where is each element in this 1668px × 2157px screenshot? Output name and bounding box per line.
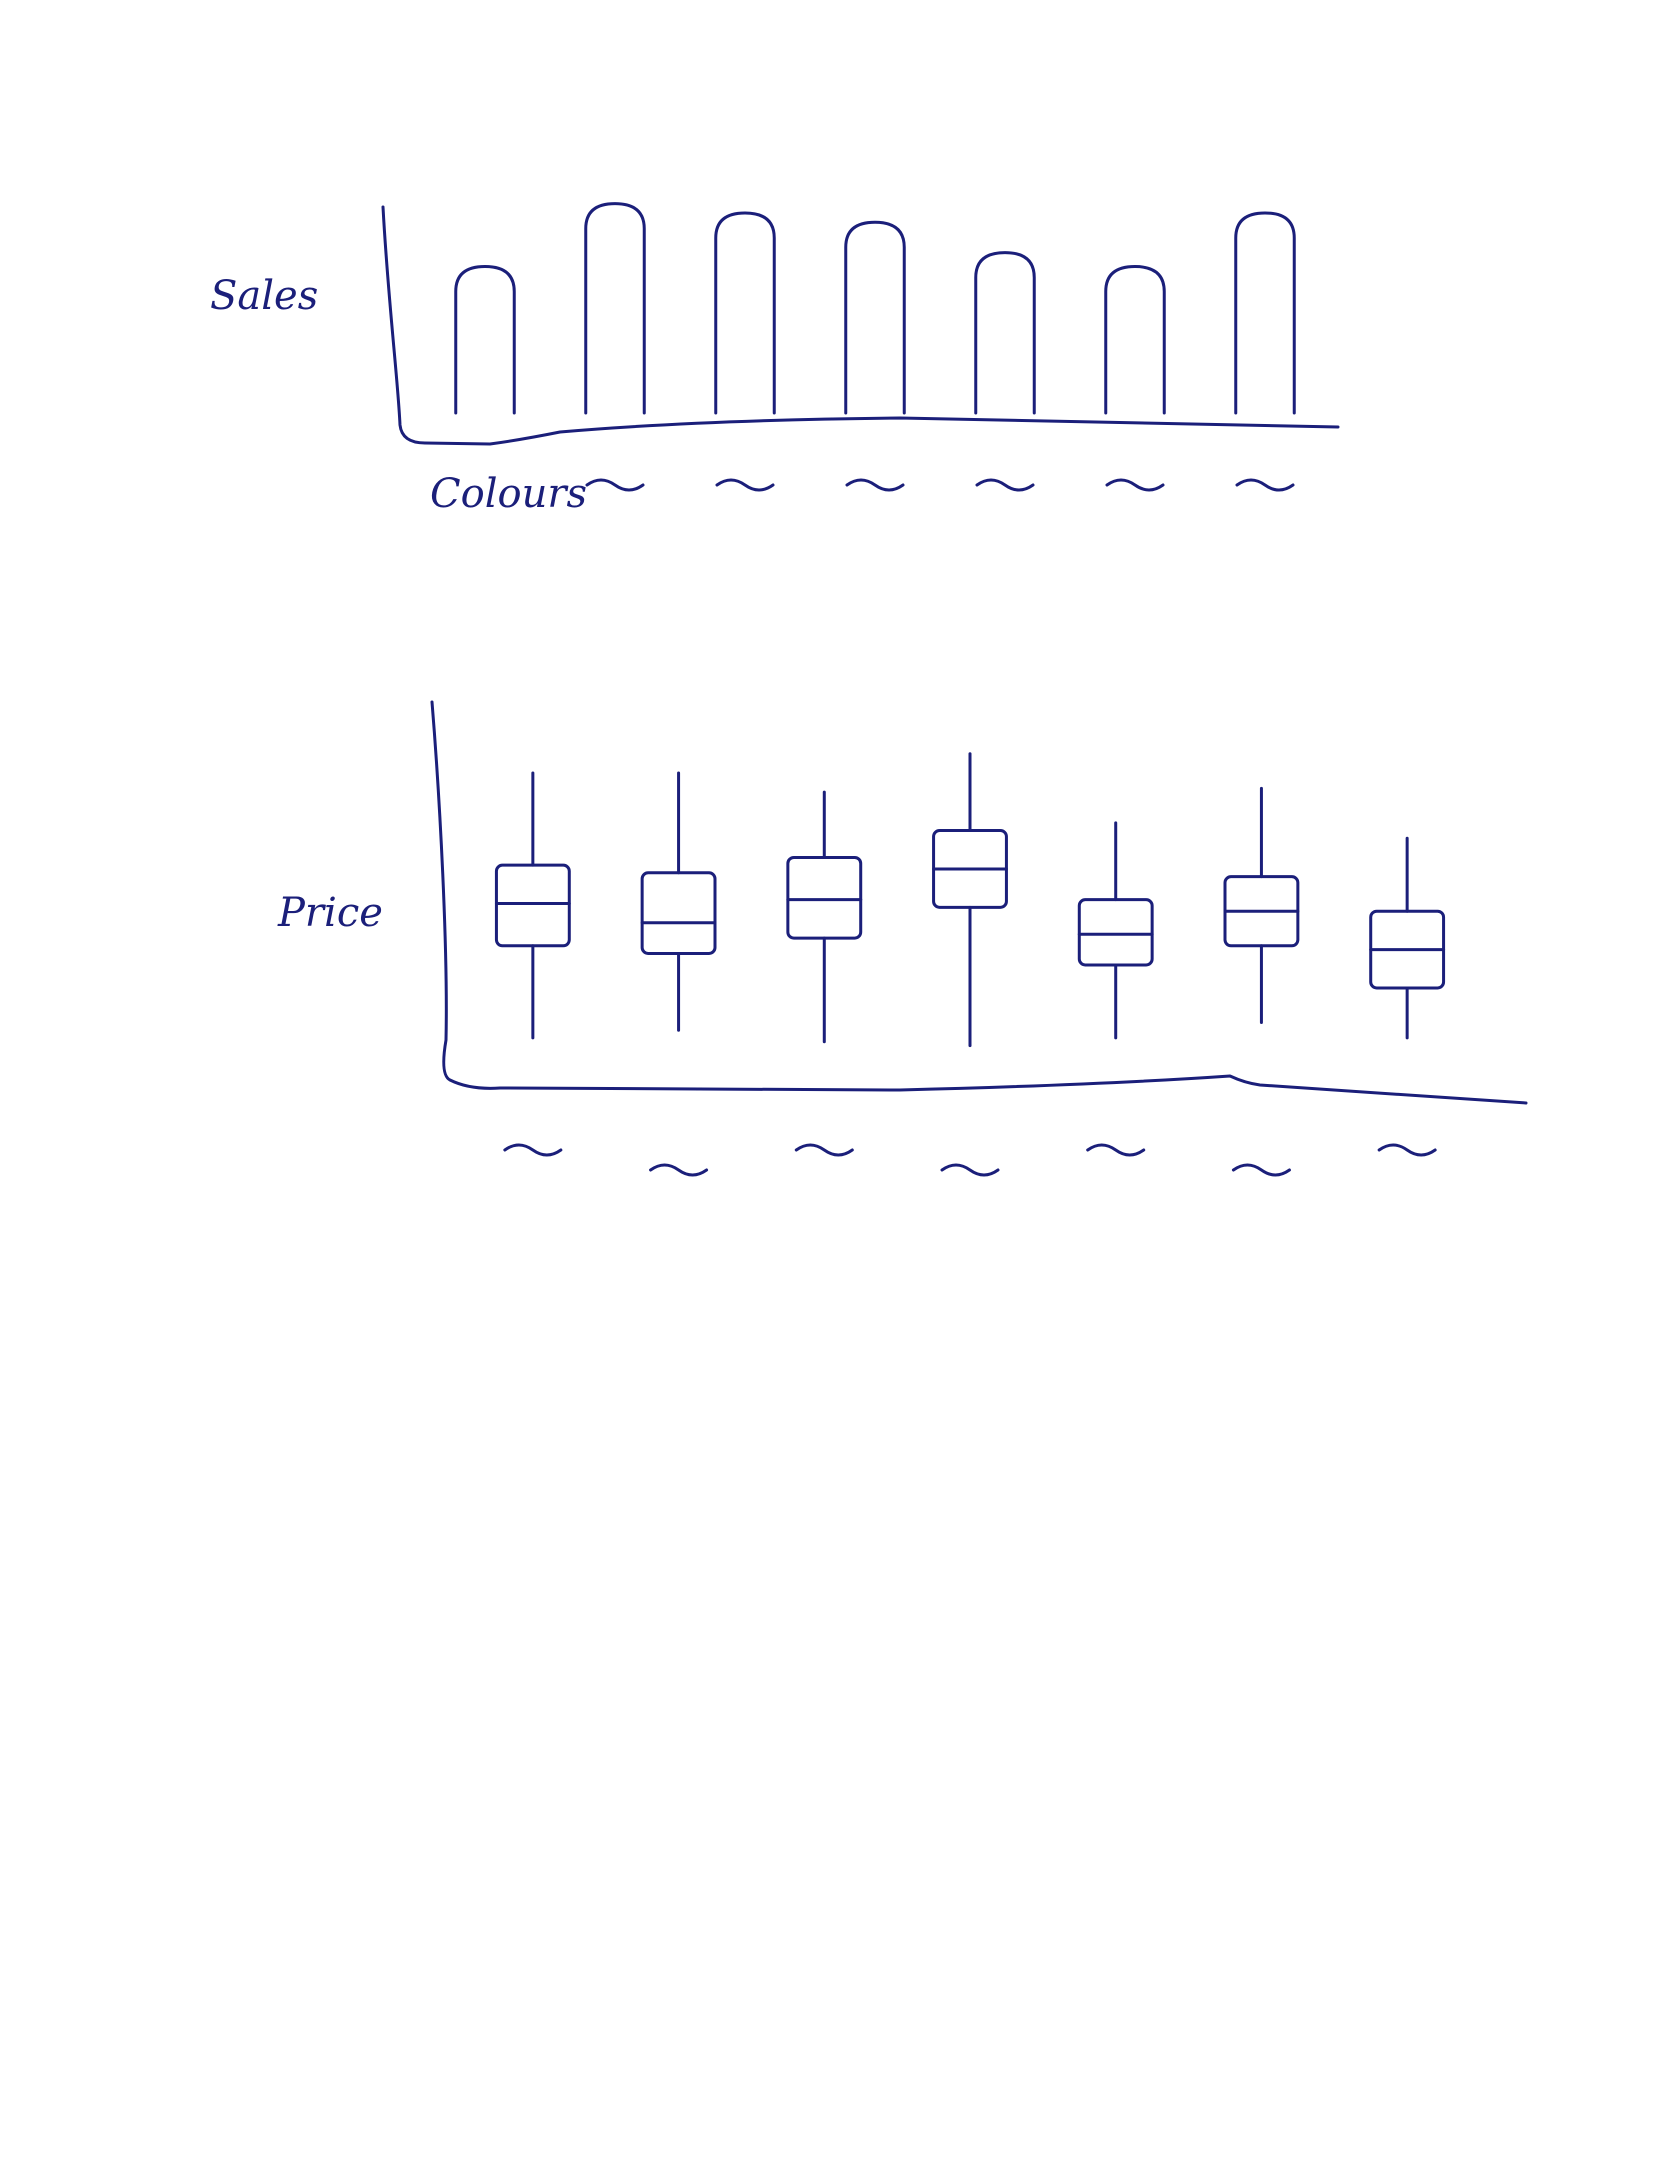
bar — [1234, 211, 1296, 415]
y-axis-label: Price — [277, 890, 383, 936]
bar — [584, 202, 646, 415]
x-tick-squiggle — [1377, 1143, 1437, 1157]
box — [786, 855, 863, 940]
y-axis-label: Sales — [210, 273, 318, 319]
x-tick-squiggle — [1235, 478, 1295, 492]
x-tick-squiggle — [940, 1163, 1000, 1177]
x-tick-squiggle — [1231, 1163, 1291, 1177]
x-tick-squiggle — [503, 1143, 563, 1157]
x-tick-squiggle — [975, 478, 1035, 492]
axes — [430, 700, 1528, 1105]
bar — [454, 265, 516, 415]
x-tick-squiggle — [1105, 478, 1165, 492]
x-tick-squiggle — [1086, 1143, 1146, 1157]
box — [1077, 898, 1154, 967]
x-tick-squiggle — [585, 478, 645, 492]
bar — [974, 251, 1036, 415]
x-axis-label: Colours — [430, 471, 587, 517]
x-tick-squiggle — [845, 478, 905, 492]
bar — [844, 220, 906, 415]
bar — [714, 211, 776, 415]
bar — [1104, 265, 1166, 415]
box — [494, 863, 571, 948]
box — [640, 871, 717, 955]
x-tick-squiggle — [649, 1163, 709, 1177]
x-tick-squiggle — [794, 1143, 854, 1157]
axes — [381, 205, 1340, 446]
x-tick-squiggle — [715, 478, 775, 492]
